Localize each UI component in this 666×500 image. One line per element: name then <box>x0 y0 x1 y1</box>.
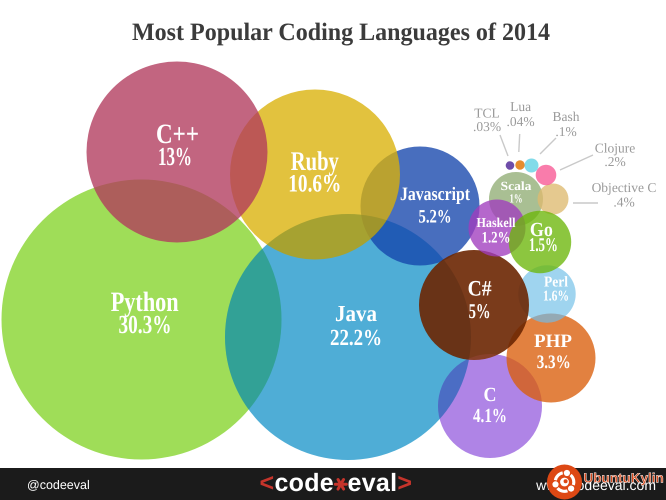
svg-text:1.6%: 1.6% <box>543 289 569 305</box>
svg-text:.4%: .4% <box>613 195 634 210</box>
svg-text:Java: Java <box>335 301 377 326</box>
svg-text:4.1%: 4.1% <box>473 405 507 427</box>
svg-text:.2%: .2% <box>604 154 625 169</box>
svg-text:.03%: .03% <box>473 119 501 134</box>
svg-text:.1%: .1% <box>555 124 576 139</box>
svg-text:30.3%: 30.3% <box>119 310 172 339</box>
svg-text:1.5%: 1.5% <box>529 235 558 256</box>
svg-text:PHP: PHP <box>534 331 572 352</box>
svg-text:22.2%: 22.2% <box>330 325 382 350</box>
svg-text:Bash: Bash <box>553 109 580 124</box>
svg-text:<code: <code <box>260 469 334 497</box>
svg-text:10.6%: 10.6% <box>288 171 341 198</box>
svg-text:1.2%: 1.2% <box>482 230 511 247</box>
svg-text:Haskell: Haskell <box>477 215 516 230</box>
svg-text:Clojure: Clojure <box>595 141 636 156</box>
svg-text:3.3%: 3.3% <box>537 352 571 373</box>
svg-text:TCL: TCL <box>474 106 500 121</box>
svg-text:Most Popular Coding Languages: Most Popular Coding Languages of 2014 <box>132 19 550 46</box>
svg-text:Lua: Lua <box>510 99 531 114</box>
svg-text:Go: Go <box>530 219 553 241</box>
svg-text:5.2%: 5.2% <box>419 207 452 228</box>
svg-text:Objective C: Objective C <box>592 180 657 195</box>
svg-text:Javascript: Javascript <box>400 184 471 205</box>
svg-text:C: C <box>484 384 497 406</box>
svg-text:Ruby: Ruby <box>291 146 339 176</box>
svg-text:Scala: Scala <box>501 179 533 193</box>
svg-text:C#: C# <box>468 276 492 301</box>
svg-text:.04%: .04% <box>507 114 535 129</box>
svg-text:eval>: eval> <box>348 469 413 497</box>
svg-text:UbuntuKylin: UbuntuKylin <box>584 471 664 486</box>
svg-text:1%: 1% <box>510 192 523 206</box>
svg-text:5%: 5% <box>469 299 491 323</box>
svg-text:Perl: Perl <box>544 274 568 290</box>
svg-text:C++: C++ <box>156 119 199 150</box>
svg-text:Python: Python <box>111 287 179 318</box>
svg-text:13%: 13% <box>158 142 192 171</box>
svg-text:@codeeval: @codeeval <box>27 478 90 492</box>
